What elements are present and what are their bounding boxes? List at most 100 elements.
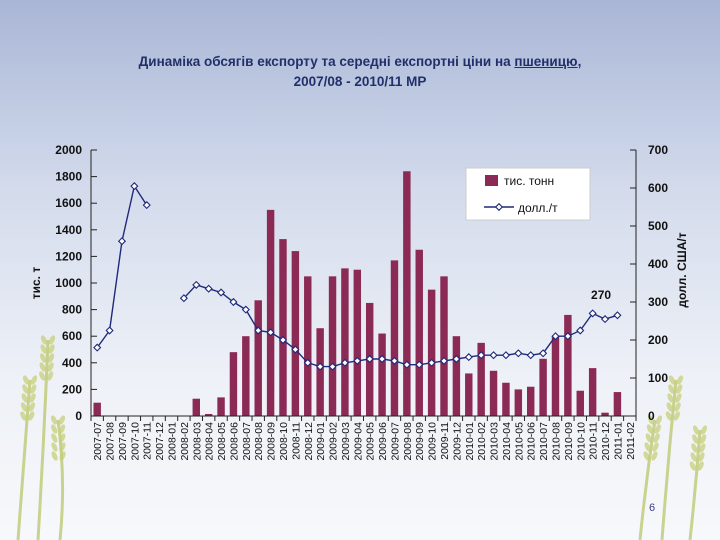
price-point-2009-02	[328, 362, 337, 371]
wheat-grain	[59, 433, 66, 443]
wheat-grain	[30, 375, 38, 385]
wheat-grain	[644, 442, 651, 452]
wheat-grain	[39, 362, 46, 372]
wheat-grain	[28, 411, 35, 421]
wheat-grain	[689, 461, 696, 471]
price-point-2010-06	[526, 351, 535, 360]
price-point-2010-05	[514, 349, 523, 358]
price-point-2007-10	[130, 182, 139, 191]
bar-2010-03	[489, 370, 498, 416]
bar-2009-07	[390, 260, 399, 416]
y-right-tick-label: 200	[648, 333, 668, 347]
x-tick-label: 2008-02	[179, 422, 191, 461]
bar-2008-06	[229, 352, 238, 416]
wheat-grain	[647, 415, 655, 425]
wheat-grain	[668, 375, 676, 385]
bar-2009-10	[427, 289, 436, 416]
x-tick-label: 2010-08	[550, 422, 562, 461]
price-point-2008-05	[216, 288, 226, 297]
legend-bar-label: тис. тонн	[504, 174, 554, 188]
x-tick-label: 2011-02	[625, 422, 637, 460]
wheat-grain	[654, 424, 661, 434]
bar-2010-05	[514, 389, 523, 416]
price-point-2008-12	[303, 358, 312, 367]
wheat-grain	[30, 384, 37, 394]
price-point-2008-04	[204, 284, 213, 293]
annotation-label: 270	[591, 288, 611, 302]
x-tick-label: 2007-08	[105, 422, 117, 461]
wheat-grain	[59, 451, 66, 461]
wheat-stalk	[688, 429, 702, 540]
price-point-2009-10	[427, 358, 436, 367]
price-line	[183, 284, 618, 368]
bar-2008-12	[304, 276, 312, 416]
y-left-tick-label: 2000	[55, 143, 82, 157]
bar-2008-08	[254, 300, 262, 416]
bar-2009-01	[316, 328, 324, 416]
price-point-2008-09	[266, 328, 275, 337]
wheat-grain	[645, 433, 652, 443]
bar-2009-08	[403, 171, 411, 416]
price-point-2008-10	[278, 335, 288, 345]
x-tick-label: 2009-05	[365, 422, 377, 461]
chart-title: Динаміка обсягів експорту та середні екс…	[0, 52, 720, 92]
wheat-grain	[697, 461, 704, 471]
wheat-grain	[39, 371, 46, 381]
wheat-grain	[48, 344, 55, 354]
price-point-2009-03	[340, 358, 349, 367]
price-point-2007-11	[142, 201, 151, 210]
x-tick-label: 2009-09	[414, 422, 426, 461]
wheat-grain	[674, 402, 681, 412]
price-point-2007-07	[93, 343, 102, 352]
price-point-2008-07	[241, 305, 250, 314]
y-right-tick-label: 300	[648, 295, 668, 309]
price-point-2009-01	[316, 362, 325, 371]
price-point-2009-08	[402, 360, 411, 369]
x-tick-label: 2009-03	[340, 422, 352, 461]
x-tick-label: 2010-06	[526, 422, 538, 461]
wheat-grain	[22, 375, 30, 385]
wheat-grain	[51, 451, 58, 461]
title-line2: 2007/08 - 2010/11 МР	[293, 74, 427, 89]
bar-2011-01	[613, 392, 622, 416]
wheat-grain	[655, 415, 663, 425]
x-tick-label: 2010-11	[588, 422, 600, 460]
y-left-tick-label: 1800	[55, 170, 82, 184]
x-tick-label: 2007-10	[129, 422, 141, 461]
y-right-tick-label: 400	[648, 257, 668, 271]
title-line1-prefix: Динаміка обсягів експорту та середні екс…	[138, 54, 515, 69]
bar-2009-04	[353, 269, 362, 416]
x-tick-label: 2010-03	[489, 422, 501, 461]
wheat-stalk	[36, 339, 50, 540]
price-point-2009-07	[390, 356, 399, 365]
wheat-grain	[692, 425, 700, 435]
title-link-wheat[interactable]: пшеницю	[514, 54, 578, 69]
x-tick-label: 2008-11	[290, 422, 302, 460]
bar-2010-06	[527, 386, 535, 416]
wheat-grain	[59, 442, 66, 452]
x-tick-label: 2010-04	[501, 422, 513, 461]
x-tick-label: 2010-07	[538, 422, 550, 461]
wheat-grain	[665, 411, 672, 421]
axis-labels: 0 200 400 600 800 1000 1200 1400 1600 1800 2000 0 10…	[29, 143, 689, 461]
wheat-grain	[700, 425, 708, 435]
x-tick-label: 2007-12	[154, 422, 166, 461]
wheat-grain	[692, 434, 699, 444]
wheat-grain	[653, 433, 660, 443]
wheat-grain	[40, 353, 47, 363]
wheat-grain	[691, 443, 698, 453]
chart-axes	[90, 149, 637, 421]
price-point-2010-10	[576, 326, 585, 335]
x-tick-label: 2008-05	[216, 422, 228, 461]
y-right-tick-label: 600	[648, 181, 668, 195]
x-tick-label: 2009-01	[315, 422, 327, 461]
wheat-grain	[21, 393, 28, 403]
bar-2009-06	[378, 333, 386, 416]
price-point-2010-01	[464, 353, 473, 362]
bar-2010-11	[588, 368, 597, 416]
price-point-2009-11	[439, 356, 449, 365]
bar-2008-07	[242, 336, 250, 416]
x-tick-label: 2010-02	[476, 422, 488, 461]
price-point-2008-06	[229, 297, 238, 307]
